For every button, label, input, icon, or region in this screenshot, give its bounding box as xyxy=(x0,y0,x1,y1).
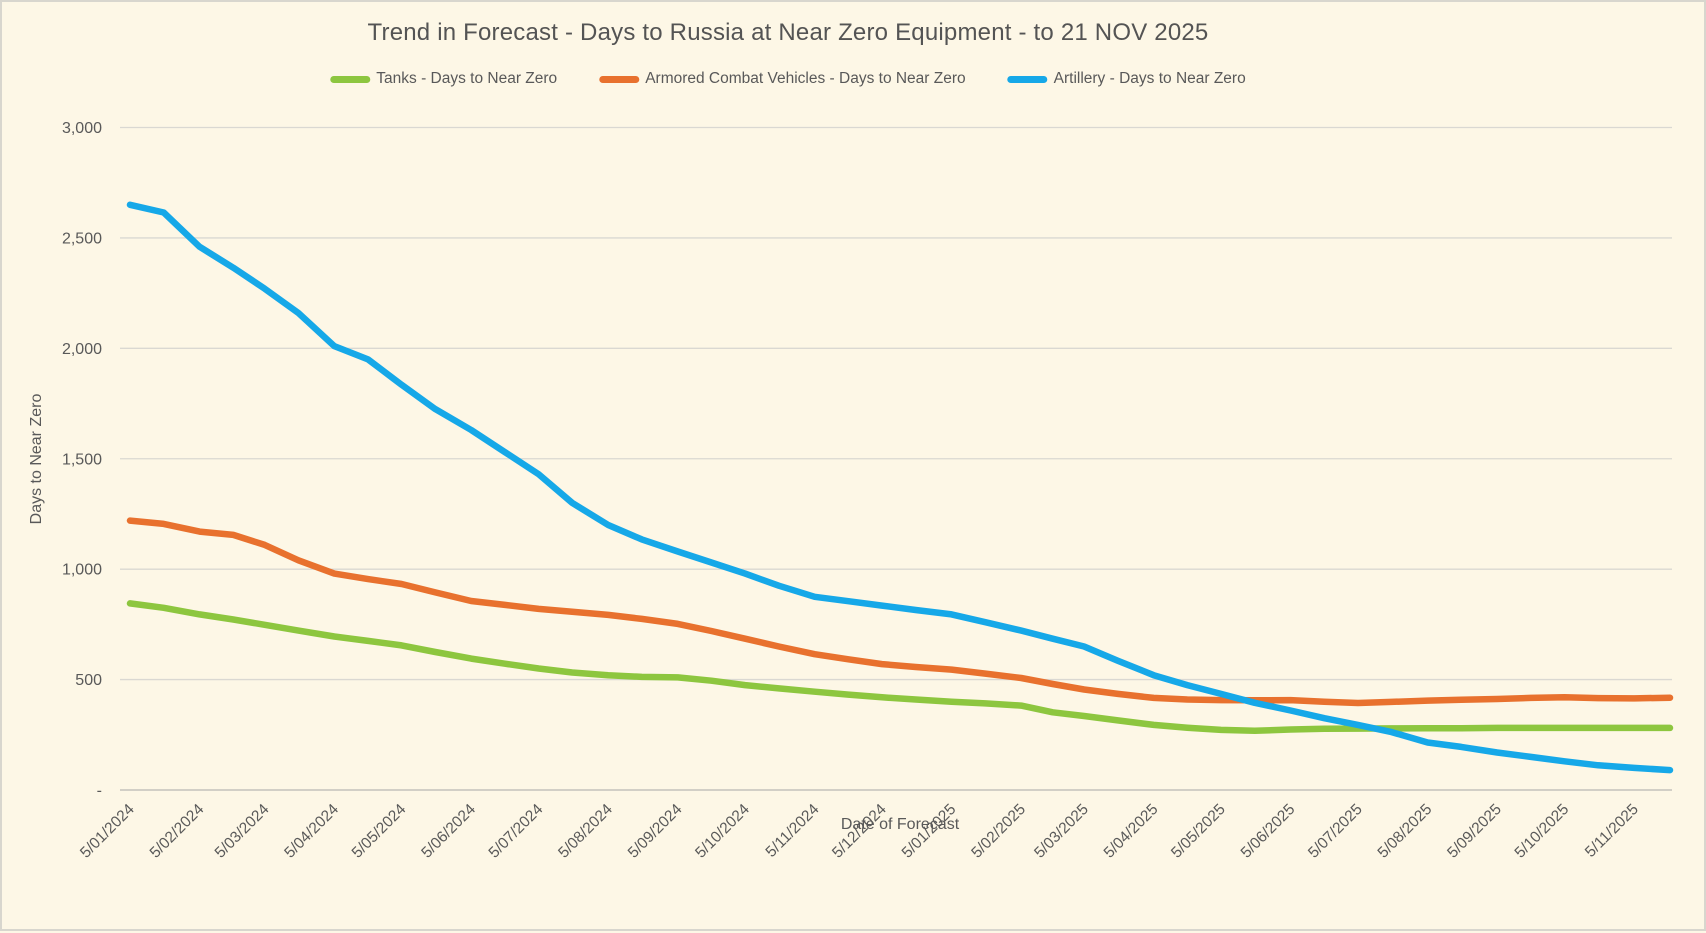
legend-item-tanks[interactable]: Tanks - Days to Near Zero xyxy=(330,70,557,88)
gridlines xyxy=(120,126,1672,791)
legend-label-artillery: Artillery - Days to Near Zero xyxy=(1053,70,1246,87)
x-tick-label: 5/07/2024 xyxy=(486,801,547,862)
y-tick-label: 1,500 xyxy=(62,451,102,468)
legend-label-armored-combat-vehicles: Armored Combat Vehicles - Days to Near Z… xyxy=(645,70,966,87)
y-tick-label: 2,500 xyxy=(62,230,102,247)
y-tick-label: - xyxy=(97,783,102,800)
x-tick-label: 5/03/2025 xyxy=(1031,801,1092,862)
y-tick-label: 2,000 xyxy=(62,341,102,358)
series-line-2 xyxy=(126,201,1674,774)
tanks-series-swatch-icon xyxy=(330,75,371,83)
x-tick-label: 5/10/2024 xyxy=(692,801,753,862)
series-line-0 xyxy=(126,600,1674,735)
x-tick-label: 5/10/2025 xyxy=(1512,801,1573,862)
x-tick-label: 5/08/2024 xyxy=(555,801,616,862)
legend-item-armored-combat-vehicles[interactable]: Armored Combat Vehicles - Days to Near Z… xyxy=(599,70,966,88)
x-tick-label: 5/09/2024 xyxy=(625,801,686,862)
y-axis-title: Days to Near Zero xyxy=(28,394,45,525)
y-tick-label: 500 xyxy=(75,672,102,689)
x-tick-label: 5/03/2024 xyxy=(212,801,273,862)
x-tick-label: 5/11/2025 xyxy=(1582,801,1642,861)
x-tick-label: 5/04/2025 xyxy=(1101,801,1162,862)
legend-label-tanks: Tanks - Days to Near Zero xyxy=(376,70,558,87)
x-tick-label: 5/02/2025 xyxy=(968,801,1029,862)
x-tick-label: 5/06/2024 xyxy=(418,801,479,862)
artillery-series-swatch-icon xyxy=(1007,75,1048,83)
x-tick-label: 5/11/2024 xyxy=(763,801,823,861)
x-tick-label: 5/05/2025 xyxy=(1168,801,1229,862)
x-tick-label: 5/09/2025 xyxy=(1444,801,1505,862)
armored-combat-vehicles-series-swatch-icon xyxy=(599,75,640,83)
series-lines xyxy=(126,201,1674,774)
y-axis-tick-labels: - 500 1,000 1,500 2,000 2,500 3,000 xyxy=(62,120,102,800)
x-tick-label: 5/02/2024 xyxy=(147,801,208,862)
x-tick-label: 5/06/2025 xyxy=(1238,801,1299,862)
x-tick-label: 5/04/2024 xyxy=(281,801,342,862)
legend: Tanks - Days to Near Zero Armored Combat… xyxy=(330,70,1246,88)
x-tick-label: 5/08/2025 xyxy=(1375,801,1436,862)
x-axis-title: Date of Forecast xyxy=(841,816,960,833)
y-tick-label: 1,000 xyxy=(62,562,102,579)
chart-title: Trend in Forecast - Days to Russia at Ne… xyxy=(367,19,1209,46)
x-tick-label: 5/07/2025 xyxy=(1305,801,1366,862)
series-line-1 xyxy=(126,517,1674,707)
x-tick-label: 5/05/2024 xyxy=(349,801,410,862)
x-tick-label: 5/01/2024 xyxy=(77,801,138,862)
legend-item-artillery[interactable]: Artillery - Days to Near Zero xyxy=(1007,70,1246,88)
y-tick-label: 3,000 xyxy=(62,120,102,137)
